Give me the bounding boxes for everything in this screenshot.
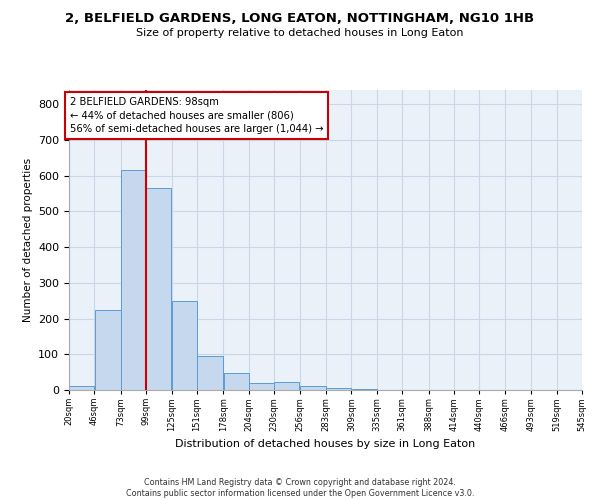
Bar	[172, 300, 197, 390]
Text: Contains HM Land Registry data © Crown copyright and database right 2024.
Contai: Contains HM Land Registry data © Crown c…	[126, 478, 474, 498]
Bar	[300, 386, 326, 390]
X-axis label: Distribution of detached houses by size in Long Eaton: Distribution of detached houses by size …	[175, 440, 476, 450]
Bar	[224, 373, 248, 390]
Bar	[352, 388, 377, 390]
Bar	[197, 356, 223, 390]
Bar	[249, 383, 274, 390]
Bar	[95, 310, 121, 390]
Bar	[121, 170, 146, 390]
Bar	[326, 388, 351, 390]
Y-axis label: Number of detached properties: Number of detached properties	[23, 158, 32, 322]
Text: Size of property relative to detached houses in Long Eaton: Size of property relative to detached ho…	[136, 28, 464, 38]
Text: 2 BELFIELD GARDENS: 98sqm
← 44% of detached houses are smaller (806)
56% of semi: 2 BELFIELD GARDENS: 98sqm ← 44% of detac…	[70, 97, 323, 134]
Bar	[146, 188, 172, 390]
Bar	[274, 382, 299, 390]
Bar	[69, 386, 94, 390]
Text: 2, BELFIELD GARDENS, LONG EATON, NOTTINGHAM, NG10 1HB: 2, BELFIELD GARDENS, LONG EATON, NOTTING…	[65, 12, 535, 26]
